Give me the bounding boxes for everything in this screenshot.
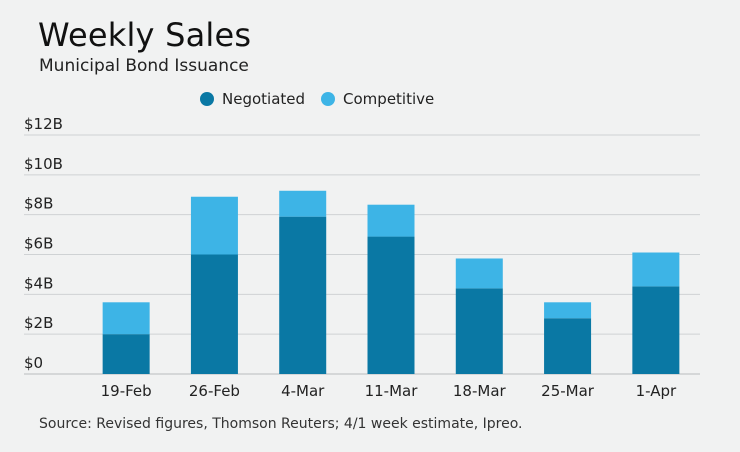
x-tick-label: 26-Feb: [189, 382, 240, 400]
legend-swatch-negotiated: [200, 92, 214, 106]
legend: Negotiated Competitive: [200, 90, 434, 108]
y-tick-label: $10B: [24, 155, 63, 173]
bar-competitive: [367, 204, 415, 237]
y-tick-label: $8B: [24, 195, 53, 213]
bar-competitive: [455, 258, 503, 289]
x-tick-label: 11-Mar: [365, 382, 419, 400]
legend-label-negotiated: Negotiated: [222, 90, 306, 108]
x-tick-label: 4-Mar: [281, 382, 325, 400]
x-tick-label: 18-Mar: [453, 382, 507, 400]
bar-negotiated: [632, 286, 680, 374]
bar-competitive: [102, 302, 150, 335]
y-tick-label: $2B: [24, 314, 53, 332]
x-tick-label: 25-Mar: [541, 382, 595, 400]
legend-label-competitive: Competitive: [343, 90, 435, 108]
bar-negotiated: [367, 236, 415, 374]
bar-negotiated: [455, 288, 503, 374]
y-tick-label: $0: [24, 354, 43, 372]
bar-competitive: [632, 252, 680, 287]
bar-negotiated: [279, 216, 327, 374]
y-tick-label: $6B: [24, 235, 53, 253]
bar-negotiated: [544, 318, 592, 374]
bar-negotiated: [190, 254, 238, 374]
bar-competitive: [279, 190, 327, 217]
legend-item-negotiated: Negotiated: [200, 90, 305, 108]
source-note: Source: Revised figures, Thomson Reuters…: [39, 416, 523, 432]
legend-swatch-competitive: [321, 92, 336, 106]
legend-item-competitive: Competitive: [321, 90, 434, 108]
bar-competitive: [544, 302, 592, 319]
chart-title: Weekly Sales: [38, 16, 252, 54]
y-tick-label: $4B: [24, 274, 53, 292]
chart-subtitle: Municipal Bond Issuance: [39, 56, 249, 76]
bar-competitive: [190, 196, 238, 255]
x-tick-label: 1-Apr: [636, 382, 677, 400]
x-tick-label: 19-Feb: [101, 382, 152, 400]
bar-negotiated: [102, 334, 150, 374]
y-tick-label: $12B: [24, 115, 63, 133]
